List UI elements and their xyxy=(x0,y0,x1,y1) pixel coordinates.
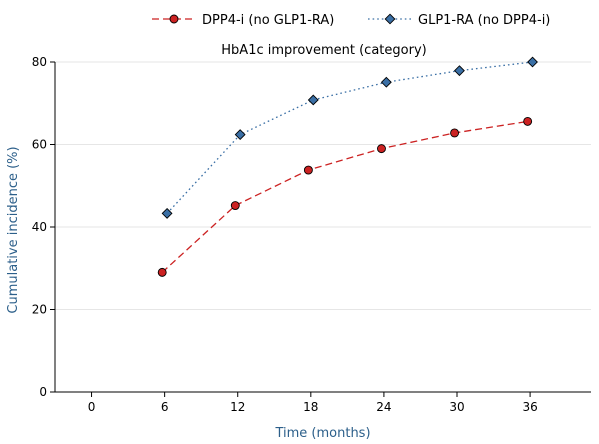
series-2 xyxy=(161,56,538,219)
chart-title: HbA1c improvement (category) xyxy=(221,43,426,58)
data-point xyxy=(384,13,396,25)
legend-label: DPP4-i (no GLP1-RA) xyxy=(202,13,334,28)
data-point xyxy=(450,128,460,138)
y-ticks: 0 20 40 60 80 xyxy=(32,55,55,399)
x-axis-label: Time (months) xyxy=(274,426,370,441)
legend-label: GLP1-RA (no DPP4-i) xyxy=(418,13,550,28)
series-1 xyxy=(157,116,533,277)
data-point xyxy=(523,116,533,126)
y-tick-label: 20 xyxy=(32,303,47,317)
data-point xyxy=(161,207,173,219)
series-line xyxy=(161,120,528,273)
data-point xyxy=(303,165,313,175)
y-tick-label: 80 xyxy=(32,55,47,69)
series-layer xyxy=(157,56,538,277)
x-tick-label: 6 xyxy=(161,400,169,414)
data-point xyxy=(377,144,386,154)
data-point xyxy=(453,65,465,77)
data-point xyxy=(307,94,319,106)
legend-item-1: DPP4-i (no GLP1-RA) xyxy=(152,13,334,28)
x-tick-label: 12 xyxy=(230,400,245,414)
legend-item-2: GLP1-RA (no DPP4-i) xyxy=(368,13,550,28)
data-point xyxy=(527,56,538,68)
x-tick-label: 24 xyxy=(376,400,391,414)
x-ticks: 0 6 12 18 24 30 36 xyxy=(88,392,538,414)
y-tick-label: 0 xyxy=(39,385,47,399)
data-point xyxy=(230,201,240,211)
data-point xyxy=(157,267,167,277)
data-point xyxy=(380,76,392,88)
x-tick-label: 18 xyxy=(303,400,318,414)
x-tick-label: 0 xyxy=(88,400,96,414)
y-tick-label: 40 xyxy=(32,220,47,234)
x-tick-label: 36 xyxy=(522,400,537,414)
series-line xyxy=(166,61,533,214)
y-axis-label: Cumulative incidence (%) xyxy=(6,146,21,313)
y-tick-label: 60 xyxy=(32,138,47,152)
data-point xyxy=(234,129,246,141)
x-tick-label: 30 xyxy=(449,400,464,414)
data-point xyxy=(169,14,179,24)
gridlines xyxy=(55,61,591,310)
legend: DPP4-i (no GLP1-RA) GLP1-RA (no DPP4-i) xyxy=(152,13,550,28)
